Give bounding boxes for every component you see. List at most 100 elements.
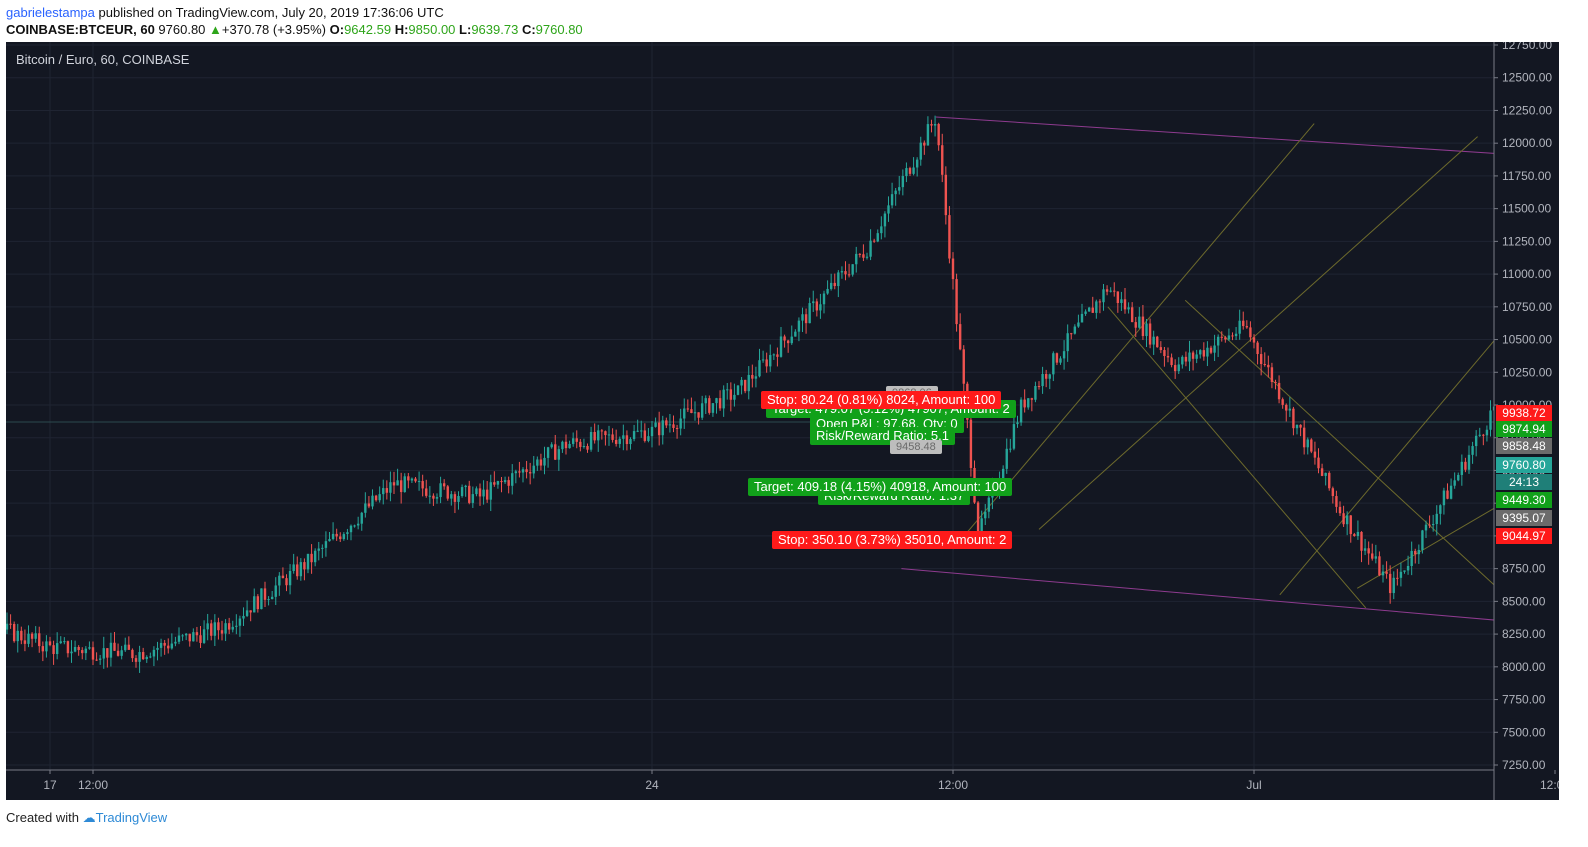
candle-body	[77, 646, 80, 651]
candle-body	[1138, 316, 1141, 328]
candle-body	[905, 168, 908, 177]
candle-body	[1166, 356, 1170, 358]
candle-body	[665, 420, 668, 426]
price-axis-tag: 9874.94	[1496, 421, 1552, 437]
candle-body	[1464, 461, 1467, 470]
price-axis-label: 10750.00	[1502, 300, 1552, 314]
candle-body	[1080, 313, 1084, 323]
last-price: 9760.80	[158, 22, 206, 37]
trend-line	[901, 568, 1559, 627]
candle-body	[457, 495, 460, 502]
trend-line	[1107, 306, 1367, 609]
candle-body	[317, 548, 320, 551]
candle-body	[141, 652, 145, 660]
candle-body	[1220, 336, 1223, 338]
candle-body	[106, 648, 109, 658]
candle-body	[59, 641, 62, 644]
candle-body	[898, 187, 901, 191]
price-axis-tag: 9044.97	[1496, 528, 1552, 544]
chart-title: Bitcoin / Euro, 60, COINBASE	[16, 52, 190, 67]
candle-body	[1306, 439, 1309, 448]
candle-body	[55, 643, 59, 655]
candle-body	[786, 340, 790, 344]
candle-body	[629, 439, 632, 445]
candle-body	[306, 553, 310, 570]
tradingview-link[interactable]: TradingView	[95, 810, 168, 825]
candle-body	[378, 494, 381, 501]
candle-body	[346, 532, 349, 535]
candle-body	[654, 422, 657, 427]
candle-body	[367, 503, 371, 507]
candle-body	[1231, 335, 1234, 337]
price-chart[interactable]: 7250.00 7500.00 7750.00 8000.00 8250.00 8500.…	[6, 42, 1559, 800]
candle-body	[912, 167, 915, 174]
candle-body	[1328, 472, 1331, 489]
candle-body	[356, 523, 360, 526]
candle-body	[589, 432, 593, 450]
candle-body	[880, 226, 883, 234]
candle-body	[16, 630, 19, 642]
candle-body	[984, 511, 987, 519]
candle-body	[493, 482, 496, 485]
candle-body	[6, 623, 9, 630]
candle-body	[776, 354, 779, 357]
candle-body	[88, 647, 91, 649]
candle-body	[976, 502, 980, 535]
candle-body	[715, 398, 718, 404]
candle-body	[446, 486, 449, 499]
created-with-text: Created with	[6, 810, 79, 825]
candle-body	[364, 503, 367, 513]
candle-body	[532, 465, 535, 474]
candle-body	[1016, 422, 1019, 425]
candle-body	[1360, 531, 1363, 551]
high-label: H:	[394, 22, 409, 37]
candle-body	[1374, 556, 1378, 559]
price-axis-label: 11750.00	[1502, 169, 1551, 183]
author-link[interactable]: gabrielestampa	[6, 5, 95, 20]
candle-body	[1098, 301, 1102, 303]
candle-body	[683, 408, 686, 419]
candle-body	[539, 459, 543, 466]
candle-body	[1474, 435, 1478, 447]
candle-body	[1134, 322, 1137, 328]
candle-body	[614, 439, 618, 444]
price-axis-tag: 9858.48	[1496, 438, 1552, 454]
candle-body	[1331, 488, 1335, 497]
candle-body	[1342, 513, 1345, 525]
candle-body	[751, 374, 754, 379]
candle-body	[270, 596, 274, 600]
candle-body	[876, 233, 879, 242]
candle-body	[636, 430, 639, 432]
candle-body	[116, 650, 120, 656]
stop-label-lower: Stop: 350.10 (3.73%) 35010, Amount: 2	[772, 531, 1013, 549]
candle-body	[170, 643, 174, 649]
price-axis-label: 8250.00	[1502, 627, 1546, 641]
candle-body	[41, 646, 45, 652]
candle-body	[38, 633, 41, 647]
tradingview-logo-icon: ☁	[82, 810, 96, 825]
candle-body	[1095, 301, 1098, 313]
chart-panel[interactable]: 7250.00 7500.00 7750.00 8000.00 8250.00 8500.…	[6, 42, 1559, 800]
candle-body	[220, 630, 224, 634]
candle-body	[586, 446, 589, 450]
ohlc-line: COINBASE:BTCEUR, 60 9760.80 ▲+370.78 (+3…	[6, 22, 583, 37]
candle-body	[342, 534, 346, 540]
candle-body	[528, 472, 532, 474]
candle-body	[202, 629, 206, 643]
price-axis-label: 12500.00	[1502, 71, 1552, 85]
candle-body	[743, 379, 747, 392]
candle-body	[718, 398, 722, 409]
candle-body	[514, 471, 518, 474]
candle-body	[1424, 524, 1428, 531]
time-axis-label: 17	[43, 778, 57, 792]
candle-body	[747, 374, 750, 392]
candle-body	[1285, 404, 1288, 411]
candle-body	[217, 622, 220, 631]
candle-body	[156, 647, 159, 650]
price-axis-tag: 9449.30	[1496, 492, 1552, 508]
candle-body	[561, 441, 564, 450]
candle-body	[1353, 534, 1356, 537]
candle-body	[758, 360, 761, 377]
candle-body	[625, 435, 629, 445]
candle-body	[281, 575, 285, 579]
